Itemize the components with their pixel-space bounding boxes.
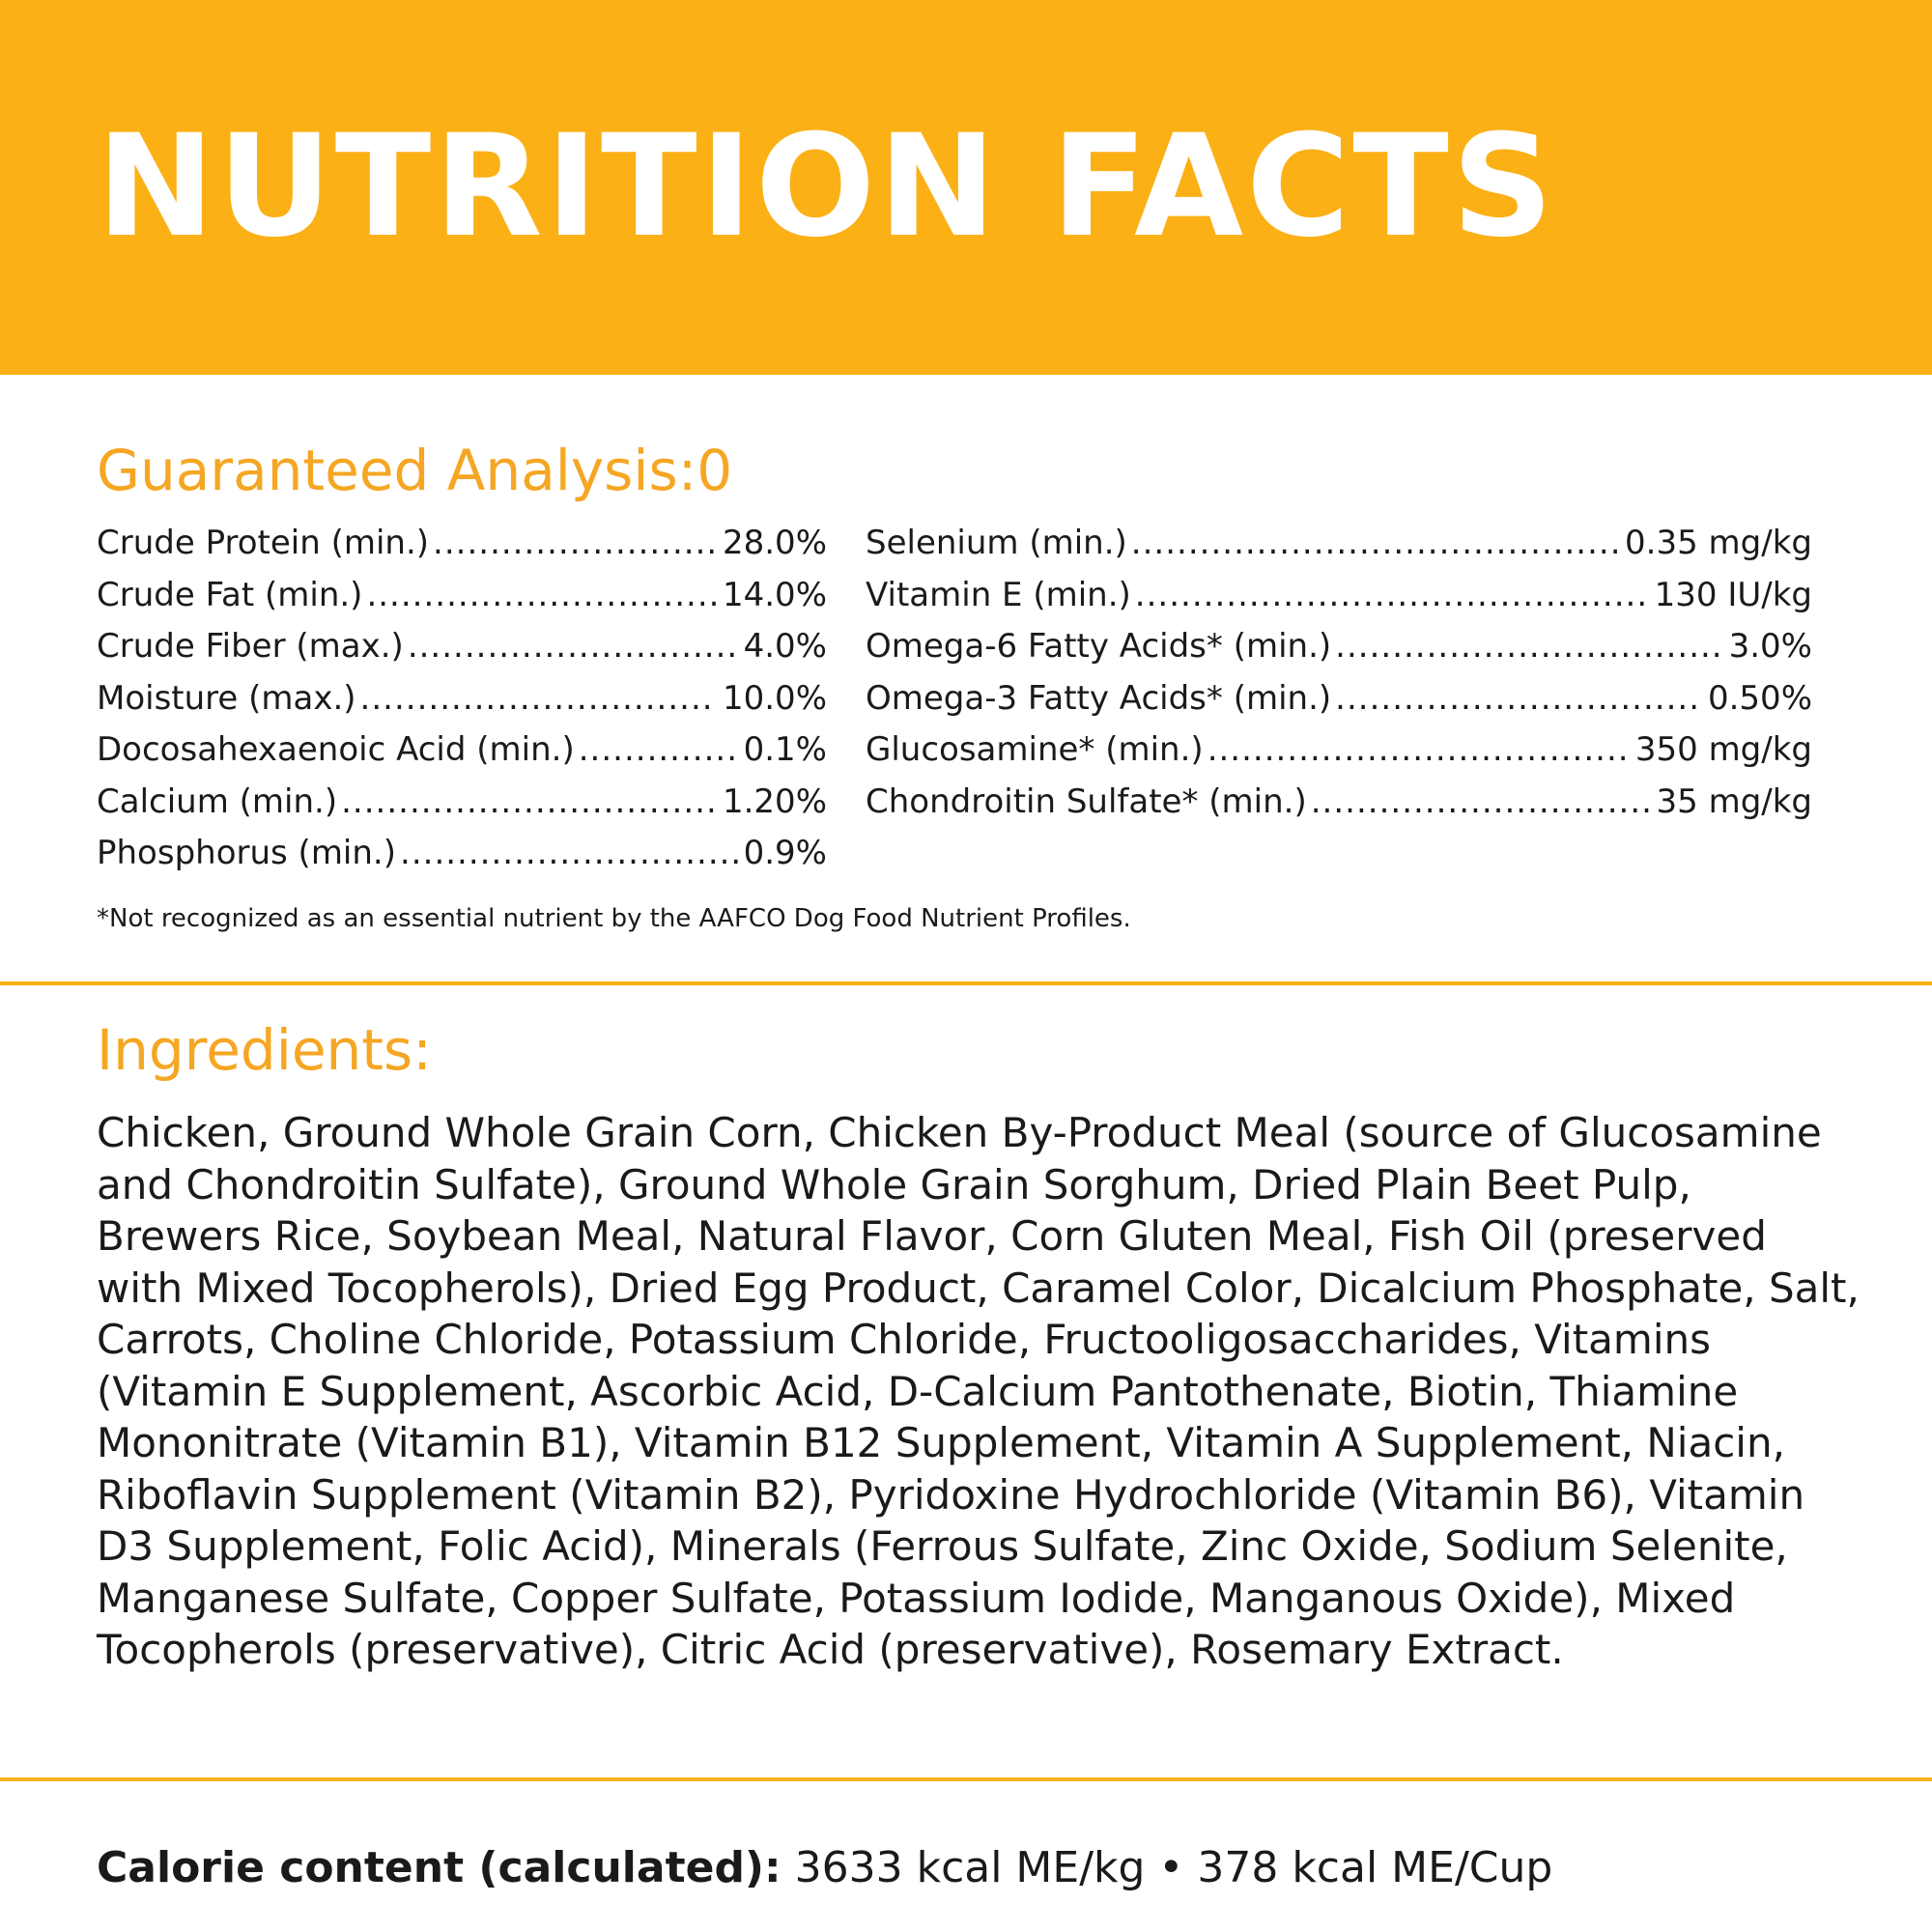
- nutrient-value: 0.1%: [743, 730, 827, 769]
- nutrient-value: 1.20%: [722, 781, 827, 821]
- dot-leader: [1131, 518, 1619, 570]
- analysis-row: Crude Fat (min.) 14.0%: [97, 570, 827, 622]
- analysis-footnote: *Not recognized as an essential nutrient…: [97, 904, 1131, 933]
- analysis-row: Crude Protein (min.) 28.0%: [97, 518, 827, 570]
- nutrient-value: 3.0%: [1728, 627, 1812, 666]
- section-divider: [0, 981, 1932, 985]
- analysis-row: Vitamin E (min.) 130 IU/kg: [866, 570, 1812, 622]
- analysis-column-right: Selenium (min.) 0.35 mg/kg Vitamin E (min.…: [866, 518, 1812, 828]
- analysis-row: Omega-6 Fatty Acids* (min.) 3.0%: [866, 621, 1812, 673]
- nutrient-value: 28.0%: [722, 524, 827, 562]
- dot-leader: [1135, 570, 1649, 622]
- dot-leader: [1335, 621, 1722, 673]
- dot-leader: [400, 828, 738, 880]
- nutrient-label: Docosahexaenoic Acid (min.): [97, 730, 575, 769]
- nutrient-value: 350 mg/kg: [1634, 730, 1812, 769]
- nutrient-label: Moisture (max.): [97, 678, 356, 718]
- analysis-row: Calcium (min.) 1.20%: [97, 777, 827, 829]
- dot-leader: [341, 777, 717, 829]
- calorie-content-label: Calorie content (calculated):: [97, 1843, 781, 1892]
- calorie-content-value: 3633 kcal ME/kg • 378 kcal ME/Cup: [781, 1843, 1553, 1892]
- nutrient-value: 0.50%: [1707, 678, 1812, 718]
- analysis-row: Glucosamine* (min.) 350 mg/kg: [866, 724, 1812, 777]
- analysis-row: Phosphorus (min.) 0.9%: [97, 828, 827, 880]
- ingredients-heading: Ingredients:: [97, 1017, 432, 1083]
- nutrient-value: 35 mg/kg: [1656, 781, 1813, 821]
- nutrient-label: Chondroitin Sulfate* (min.): [866, 781, 1307, 821]
- nutrient-label: Vitamin E (min.): [866, 575, 1131, 614]
- analysis-column-left: Crude Protein (min.) 28.0% Crude Fat (min.…: [97, 518, 827, 880]
- nutrient-label: Selenium (min.): [866, 524, 1127, 562]
- nutrient-label: Phosphorus (min.): [97, 834, 397, 872]
- dot-leader: [408, 621, 738, 673]
- dot-leader: [1311, 777, 1651, 829]
- nutrient-label: Omega-3 Fatty Acids* (min.): [866, 678, 1332, 718]
- nutrient-value: 0.35 mg/kg: [1625, 524, 1812, 562]
- dot-leader: [366, 570, 717, 622]
- nutrient-label: Glucosamine* (min.): [866, 730, 1204, 769]
- analysis-row: Crude Fiber (max.) 4.0%: [97, 621, 827, 673]
- guaranteed-analysis-heading: Guaranteed Analysis:0: [97, 438, 733, 503]
- nutrient-label: Crude Protein (min.): [97, 524, 430, 562]
- ingredients-list: Chicken, Ground Whole Grain Corn, Chicke…: [97, 1109, 1860, 1673]
- nutrient-value: 130 IU/kg: [1654, 575, 1812, 614]
- dot-leader: [1335, 673, 1702, 725]
- dot-leader: [579, 724, 738, 777]
- nutrient-value: 14.0%: [722, 575, 827, 614]
- nutrient-value: 10.0%: [722, 678, 827, 718]
- analysis-row: Selenium (min.) 0.35 mg/kg: [866, 518, 1812, 570]
- nutrient-value: 4.0%: [743, 627, 827, 666]
- dot-leader: [360, 673, 717, 725]
- calorie-content: Calorie content (calculated): 3633 kcal …: [97, 1841, 1552, 1895]
- nutrient-label: Crude Fat (min.): [97, 575, 363, 614]
- header-banner: NUTRITION FACTS: [0, 0, 1932, 375]
- analysis-row: Docosahexaenoic Acid (min.) 0.1%: [97, 724, 827, 777]
- analysis-row: Omega-3 Fatty Acids* (min.) 0.50%: [866, 673, 1812, 725]
- nutrient-label: Crude Fiber (max.): [97, 627, 404, 666]
- dot-leader: [433, 518, 717, 570]
- analysis-row: Moisture (max.) 10.0%: [97, 673, 827, 725]
- nutrient-label: Calcium (min.): [97, 781, 338, 821]
- page-title: NUTRITION FACTS: [97, 104, 1556, 269]
- section-divider: [0, 1777, 1932, 1781]
- nutrient-label: Omega-6 Fatty Acids* (min.): [866, 627, 1332, 666]
- analysis-row: Chondroitin Sulfate* (min.) 35 mg/kg: [866, 777, 1812, 829]
- dot-leader: [1208, 724, 1630, 777]
- nutrient-value: 0.9%: [743, 834, 827, 872]
